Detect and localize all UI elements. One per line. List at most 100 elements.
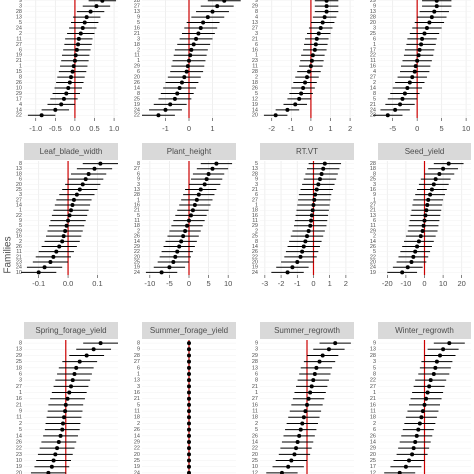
point xyxy=(311,203,316,208)
y-tick-label: 5 xyxy=(255,91,258,97)
point xyxy=(222,0,227,3)
point xyxy=(426,197,431,202)
point xyxy=(177,86,182,90)
point xyxy=(198,26,203,30)
y-tick-label: 16 xyxy=(16,396,22,402)
y-tick-label: 11 xyxy=(252,218,258,224)
point xyxy=(69,384,73,389)
x-tick-label: 1 xyxy=(328,124,332,133)
point xyxy=(54,249,59,254)
point xyxy=(398,102,403,107)
y-tick-label: 13 xyxy=(252,166,258,172)
point xyxy=(316,182,321,187)
y-tick-label: 22 xyxy=(16,113,22,119)
y-tick-label: 27 xyxy=(16,384,22,390)
y-tick-label: 22 xyxy=(370,53,376,59)
point xyxy=(92,166,97,171)
point xyxy=(187,58,191,63)
y-tick-label: 26 xyxy=(134,427,140,433)
point xyxy=(187,378,191,383)
x-tick-label: 0 xyxy=(187,279,191,288)
y-tick-label: 13 xyxy=(252,20,258,26)
point xyxy=(187,218,191,223)
point xyxy=(273,113,278,118)
point xyxy=(303,80,308,85)
point xyxy=(196,31,201,36)
point xyxy=(416,239,421,244)
y-tick-label: 12 xyxy=(252,96,258,102)
point xyxy=(419,42,424,47)
point xyxy=(198,187,203,192)
point xyxy=(187,464,191,469)
point xyxy=(39,113,44,118)
point xyxy=(314,187,319,192)
y-tick-label: 26 xyxy=(252,85,258,91)
y-tick-label: 28 xyxy=(134,353,140,359)
point xyxy=(179,80,184,85)
point xyxy=(413,64,418,69)
y-tick-label: 9 xyxy=(373,4,376,10)
point xyxy=(187,409,191,414)
y-tick-label: 3 xyxy=(373,25,376,31)
y-tick-label: 13 xyxy=(370,9,376,15)
y-tick-label: 11 xyxy=(134,218,140,224)
point xyxy=(194,197,199,202)
point xyxy=(53,452,58,457)
y-tick-label: 4 xyxy=(255,15,258,21)
point xyxy=(66,218,71,223)
point xyxy=(179,239,184,244)
y-tick-label: 6 xyxy=(373,218,376,224)
y-tick-label: 20 xyxy=(370,452,376,458)
point xyxy=(305,75,309,80)
y-tick-label: 20 xyxy=(252,113,258,119)
y-tick-label: 21 xyxy=(252,187,258,193)
point xyxy=(385,113,390,118)
point xyxy=(409,260,414,265)
point xyxy=(309,384,314,389)
y-tick-label: 16 xyxy=(252,402,258,408)
point xyxy=(61,96,66,101)
point xyxy=(72,372,77,376)
y-tick-label: 21 xyxy=(370,102,376,108)
y-tick-label: 21 xyxy=(370,396,376,402)
point xyxy=(313,42,318,47)
y-tick-label: 5 xyxy=(19,223,22,229)
point xyxy=(184,69,189,74)
y-tick-label: 14 xyxy=(134,85,140,91)
point xyxy=(425,203,430,208)
y-tick-label: 13 xyxy=(252,365,258,371)
point xyxy=(417,421,422,426)
y-tick-label: 16 xyxy=(370,64,376,70)
point xyxy=(187,440,191,444)
y-tick-label: 1 xyxy=(19,64,22,70)
y-tick-label: 2 xyxy=(137,228,140,234)
strip xyxy=(142,143,236,160)
point xyxy=(306,396,311,401)
point xyxy=(301,86,306,90)
point xyxy=(293,102,298,107)
point xyxy=(181,234,186,239)
point xyxy=(297,433,302,438)
point xyxy=(187,427,191,432)
point xyxy=(187,372,191,376)
panel-title: Summer_forage_yield xyxy=(150,326,228,335)
point xyxy=(301,415,306,420)
y-tick-label: 25 xyxy=(370,31,376,37)
point xyxy=(163,107,168,112)
y-tick-label: 29 xyxy=(134,64,140,70)
point xyxy=(423,213,428,218)
y-tick-label: 9 xyxy=(255,0,258,4)
y-tick-label: 29 xyxy=(134,439,140,445)
y-tick-label: 11 xyxy=(370,58,376,64)
point xyxy=(290,265,295,270)
point xyxy=(333,341,338,346)
y-tick-label: 28 xyxy=(252,69,258,75)
point xyxy=(69,208,73,213)
point xyxy=(422,218,427,223)
point xyxy=(58,433,63,438)
point xyxy=(187,390,191,395)
point xyxy=(421,223,426,228)
point xyxy=(422,402,427,407)
y-tick-label: 11 xyxy=(370,409,376,415)
point xyxy=(316,31,321,36)
